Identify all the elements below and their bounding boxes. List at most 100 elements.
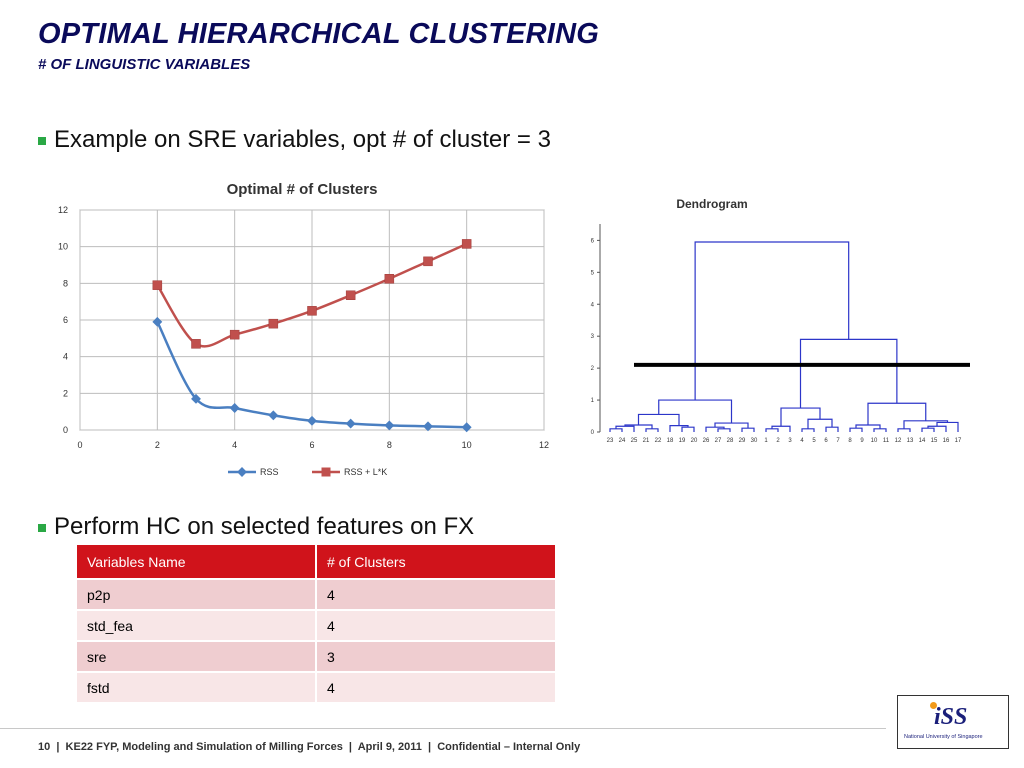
leaf-label: 1	[764, 438, 768, 444]
leaf-label: 16	[943, 438, 950, 444]
leaf-label: 14	[919, 438, 926, 444]
header-num-clusters: # of Clusters	[317, 545, 557, 580]
leaf-label: 7	[836, 438, 840, 444]
bullet-square-icon	[38, 524, 46, 532]
y-tick-label: 6	[63, 315, 68, 325]
chart-grid	[79, 209, 545, 431]
leaf-label: 23	[607, 438, 614, 444]
dendrogram-link	[780, 407, 821, 427]
dendrogram-link	[799, 338, 898, 409]
y-tick-label: 2	[63, 388, 68, 398]
bullet-item-1: Example on SRE variables, opt # of clust…	[38, 126, 551, 154]
slide-subtitle: # OF LINGUISTIC VARIABLES	[38, 56, 251, 73]
cell-clusters: 4	[317, 580, 557, 611]
dendrogram-links	[609, 241, 959, 432]
leaf-label: 21	[643, 438, 650, 444]
leaf-label: 26	[703, 438, 710, 444]
y-tick-label: 1	[591, 398, 595, 404]
logo-dot-icon	[930, 702, 937, 709]
cell-variable: fstd	[77, 673, 317, 704]
iss-logo: iSS National University of Singapore	[897, 695, 1009, 749]
y-tick-label: 6	[591, 238, 595, 244]
y-tick-label: 0	[591, 430, 595, 436]
cell-clusters: 3	[317, 642, 557, 673]
data-point	[307, 306, 317, 316]
bullet-square-icon	[38, 137, 46, 145]
data-point	[345, 418, 356, 429]
dendrogram-link	[645, 428, 659, 432]
data-point	[229, 329, 240, 340]
cell-clusters: 4	[317, 611, 557, 642]
leaf-label: 11	[883, 438, 890, 444]
leaf-label: 22	[655, 438, 662, 444]
x-tick-label: 12	[539, 440, 549, 450]
dendrogram-link	[771, 425, 791, 432]
bullet-item-2: Perform HC on selected features on FX	[38, 513, 474, 541]
data-point	[152, 316, 163, 327]
footer-text: 10 | KE22 FYP, Modeling and Simulation o…	[38, 741, 581, 753]
dendrogram-link	[681, 426, 695, 432]
optimal-clusters-chart: Optimal # of Clusters 0 2 4 6 8 10 12 0 2 4 6 8 10 1…	[58, 181, 549, 477]
chart-legend: RSS RSS + L*K	[228, 467, 387, 477]
data-point	[307, 415, 317, 426]
table-header-row: Variables Name # of Clusters	[77, 545, 557, 580]
chart-series	[152, 239, 472, 433]
leaf-label: 3	[788, 438, 792, 444]
data-point	[152, 280, 163, 290]
y-tick-label: 4	[591, 302, 595, 308]
cell-clusters: 4	[317, 673, 557, 704]
y-tick-label: 0	[63, 425, 68, 435]
clusters-table: Variables Name # of Clusters p2p 4 std_f…	[77, 545, 557, 704]
leaf-label: 10	[871, 438, 878, 444]
data-point	[268, 318, 279, 329]
legend-marker	[237, 467, 247, 477]
table-row: p2p 4	[77, 580, 557, 611]
bullet-text-2: Perform HC on selected features on FX	[54, 513, 475, 540]
y-tick-label: 5	[591, 270, 595, 276]
data-point	[345, 290, 356, 300]
data-point	[268, 410, 279, 421]
data-point	[384, 274, 395, 284]
dendrogram-link	[936, 421, 959, 432]
leaf-label: 28	[727, 438, 734, 444]
data-point	[229, 403, 240, 413]
leaf-label: 13	[907, 438, 914, 444]
logo-subtitle: National University of Singapore	[904, 734, 983, 740]
table-row: std_fea 4	[77, 611, 557, 642]
dendrogram-title: Dendrogram	[676, 197, 747, 211]
dendrogram-leaf-labels: 23 24 25 21 22 18 19 20 26 27 28 29 30 1 2 3 4 5 6 7 8 9 10 11 1…	[607, 438, 962, 444]
dendrogram-link	[658, 399, 733, 424]
bullet-text-1: Example on SRE variables, opt # of clust…	[54, 126, 551, 153]
data-point	[384, 420, 395, 431]
dendrogram-link	[705, 426, 725, 432]
data-point	[423, 256, 433, 267]
x-tick-label: 6	[309, 440, 314, 450]
leaf-label: 4	[800, 438, 804, 444]
dendrogram-link	[825, 426, 839, 432]
table-row: fstd 4	[77, 673, 557, 704]
dendrogram-link	[927, 425, 947, 432]
dendrogram-link	[717, 428, 731, 432]
dendrogram-link	[849, 427, 863, 432]
x-axis-ticks: 0 2 4 6 8 10 12	[77, 440, 549, 450]
legend-marker	[321, 467, 331, 477]
leaf-label: 12	[895, 438, 902, 444]
dendrogram-link	[669, 425, 689, 432]
dendrogram-link	[637, 413, 680, 426]
leaf-label: 20	[691, 438, 698, 444]
dendrogram-link	[867, 402, 927, 425]
leaf-label: 24	[619, 438, 626, 444]
slide-title: OPTIMAL HIERARCHICAL CLUSTERING	[38, 18, 599, 50]
cell-variable: sre	[77, 642, 317, 673]
dendrogram-link	[609, 428, 623, 432]
x-tick-label: 8	[387, 440, 392, 450]
leaf-label: 29	[739, 438, 746, 444]
leaf-label: 30	[751, 438, 758, 444]
leaf-label: 25	[631, 438, 638, 444]
y-tick-label: 10	[58, 242, 68, 252]
header-variables-name: Variables Name	[77, 545, 317, 580]
dendrogram-link	[694, 241, 850, 401]
y-axis-ticks: 0 2 4 6 8 10 12	[58, 205, 68, 435]
x-tick-label: 2	[155, 440, 160, 450]
